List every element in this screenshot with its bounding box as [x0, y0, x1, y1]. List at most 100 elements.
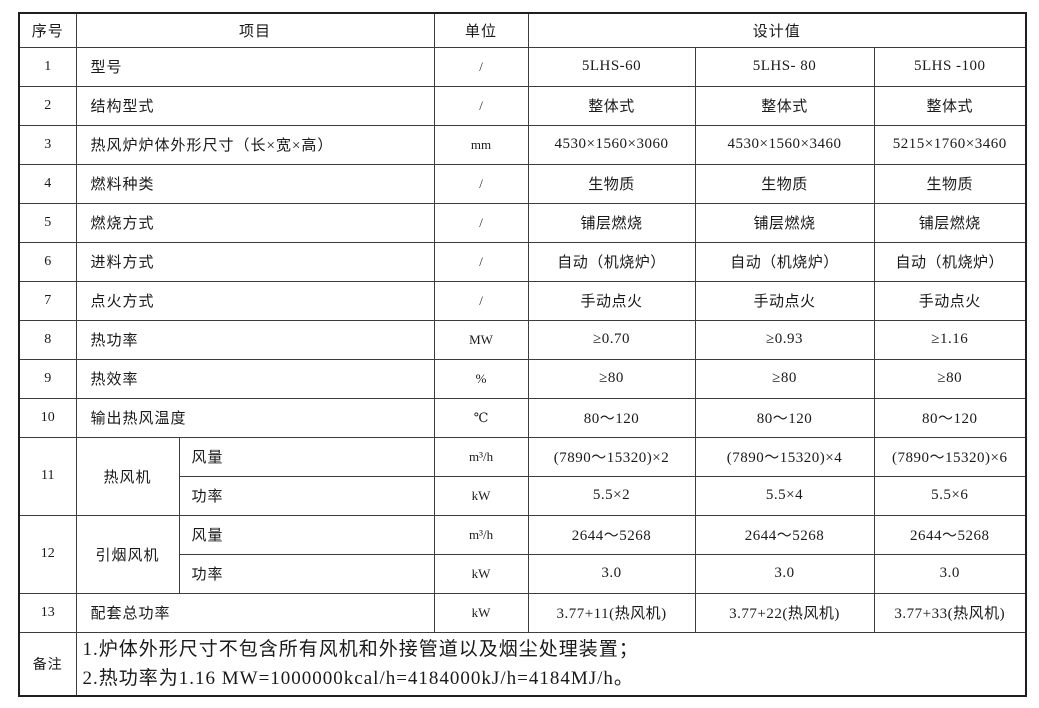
cell-value: 铺层燃烧	[873, 202, 1027, 243]
cell-unit: /	[433, 202, 529, 243]
cell-unit: %	[433, 358, 529, 399]
table-row: 9 热效率 % ≥80 ≥80 ≥80	[18, 358, 1027, 399]
cell-no: 2	[18, 85, 77, 126]
cell-item: 结构型式	[75, 85, 435, 126]
cell-value: 3.0	[873, 553, 1027, 594]
cell-fan-name: 引烟风机	[75, 514, 180, 594]
cell-value: 自动（机烧炉）	[527, 241, 696, 282]
cell-subitem: 风量	[178, 514, 435, 555]
cell-value: 5.5×2	[527, 475, 696, 516]
cell-item: 热功率	[75, 319, 435, 360]
cell-value: 生物质	[873, 163, 1027, 204]
cell-value: 80～120	[694, 397, 875, 438]
cell-value: 整体式	[527, 85, 696, 126]
cell-no: 3	[18, 124, 77, 165]
cell-value: 3.0	[694, 553, 875, 594]
cell-value: 3.77+33(热风机)	[873, 592, 1027, 633]
cell-unit: mm	[433, 124, 529, 165]
table-row: 6 进料方式 / 自动（机烧炉） 自动（机烧炉） 自动（机烧炉）	[18, 241, 1027, 282]
cell-value: 2644～5268	[527, 514, 696, 555]
cell-value: 80～120	[873, 397, 1027, 438]
notes-label: 备注	[18, 631, 77, 697]
cell-no: 9	[18, 358, 77, 399]
cell-unit: m³/h	[433, 436, 529, 477]
notes-cell: 1.炉体外形尺寸不包含所有风机和外接管道以及烟尘处理装置； 2.热功率为1.16…	[75, 631, 1027, 697]
cell-unit: kW	[433, 475, 529, 516]
table-row: 13 配套总功率 kW 3.77+11(热风机) 3.77+22(热风机) 3.…	[18, 592, 1027, 633]
cell-no: 5	[18, 202, 77, 243]
cell-no: 10	[18, 397, 77, 438]
table-row: 4 燃料种类 / 生物质 生物质 生物质	[18, 163, 1027, 204]
cell-no: 6	[18, 241, 77, 282]
cell-item: 燃料种类	[75, 163, 435, 204]
table-row: 7 点火方式 / 手动点火 手动点火 手动点火	[18, 280, 1027, 321]
cell-item: 型号	[75, 46, 435, 87]
cell-value: 生物质	[527, 163, 696, 204]
cell-unit: /	[433, 85, 529, 126]
cell-value: ≥80	[873, 358, 1027, 399]
notes-row: 备注 1.炉体外形尺寸不包含所有风机和外接管道以及烟尘处理装置； 2.热功率为1…	[18, 631, 1027, 697]
cell-value: 5215×1760×3460	[873, 124, 1027, 165]
table-row-fan: 功率 kW 3.0 3.0 3.0	[19, 553, 1027, 594]
cell-fan-name: 热风机	[75, 436, 180, 516]
cell-value: 手动点火	[527, 280, 696, 321]
cell-item: 输出热风温度	[75, 397, 435, 438]
cell-value: 5LHS -100	[873, 46, 1027, 87]
cell-value: 手动点火	[873, 280, 1027, 321]
cell-unit: kW	[433, 592, 529, 633]
header-item: 项目	[75, 12, 435, 48]
cell-item: 配套总功率	[75, 592, 435, 633]
cell-value: (7890～15320)×4	[694, 436, 875, 477]
table-header-row: 序号 项目 单位 设计值	[18, 12, 1027, 48]
cell-value: ≥0.70	[527, 319, 696, 360]
cell-value: 5.5×4	[694, 475, 875, 516]
cell-value: 80～120	[527, 397, 696, 438]
cell-unit: MW	[433, 319, 529, 360]
note-line-1: 1.炉体外形尺寸不包含所有风机和外接管道以及烟尘处理装置；	[82, 638, 639, 660]
note-line-2: 2.热功率为1.16 MW=1000000kcal/h=4184000kJ/h=…	[82, 667, 634, 689]
cell-value: ≥1.16	[873, 319, 1027, 360]
spec-table: 序号 项目 单位 设计值 1 型号 / 5LHS-60 5LHS- 80 5LH…	[18, 12, 1028, 697]
cell-value: 自动（机烧炉）	[694, 241, 875, 282]
cell-item: 进料方式	[75, 241, 435, 282]
table-row-fan: 12 引烟风机 风量 m³/h 2644～5268 2644～5268 2644…	[18, 514, 1027, 594]
cell-item: 燃烧方式	[75, 202, 435, 243]
header-unit: 单位	[433, 12, 529, 48]
cell-value: (7890～15320)×6	[873, 436, 1027, 477]
table-row: 2 结构型式 / 整体式 整体式 整体式	[18, 85, 1027, 126]
cell-subitem: 风量	[178, 436, 435, 477]
table-row: 8 热功率 MW ≥0.70 ≥0.93 ≥1.16	[18, 319, 1027, 360]
cell-item: 热风炉炉体外形尺寸（长×宽×高）	[75, 124, 435, 165]
cell-value: 铺层燃烧	[694, 202, 875, 243]
cell-unit: m³/h	[433, 514, 529, 555]
cell-unit: /	[433, 241, 529, 282]
cell-value: ≥0.93	[694, 319, 875, 360]
cell-no: 7	[18, 280, 77, 321]
cell-value: 铺层燃烧	[527, 202, 696, 243]
cell-value: 5LHS- 80	[694, 46, 875, 87]
cell-value: 整体式	[873, 85, 1027, 126]
cell-value: 2644～5268	[694, 514, 875, 555]
cell-value: 生物质	[694, 163, 875, 204]
cell-subitem: 功率	[178, 475, 435, 516]
cell-no: 1	[18, 46, 77, 87]
table-row-fan: 功率 kW 5.5×2 5.5×4 5.5×6	[19, 475, 1027, 516]
cell-value: 5LHS-60	[527, 46, 696, 87]
cell-unit: ℃	[433, 397, 529, 438]
cell-unit: kW	[433, 553, 529, 594]
table-row: 5 燃烧方式 / 铺层燃烧 铺层燃烧 铺层燃烧	[18, 202, 1027, 243]
cell-no: 13	[18, 592, 77, 633]
cell-unit: /	[433, 46, 529, 87]
cell-item: 点火方式	[75, 280, 435, 321]
header-no: 序号	[18, 12, 77, 48]
cell-value: 整体式	[694, 85, 875, 126]
cell-no: 11	[18, 436, 77, 516]
cell-value: 自动（机烧炉）	[873, 241, 1027, 282]
cell-item: 热效率	[75, 358, 435, 399]
cell-subitem: 功率	[178, 553, 435, 594]
cell-no: 4	[18, 163, 77, 204]
cell-value: 4530×1560×3060	[527, 124, 696, 165]
cell-value: (7890～15320)×2	[527, 436, 696, 477]
table-row: 1 型号 / 5LHS-60 5LHS- 80 5LHS -100	[18, 46, 1027, 87]
